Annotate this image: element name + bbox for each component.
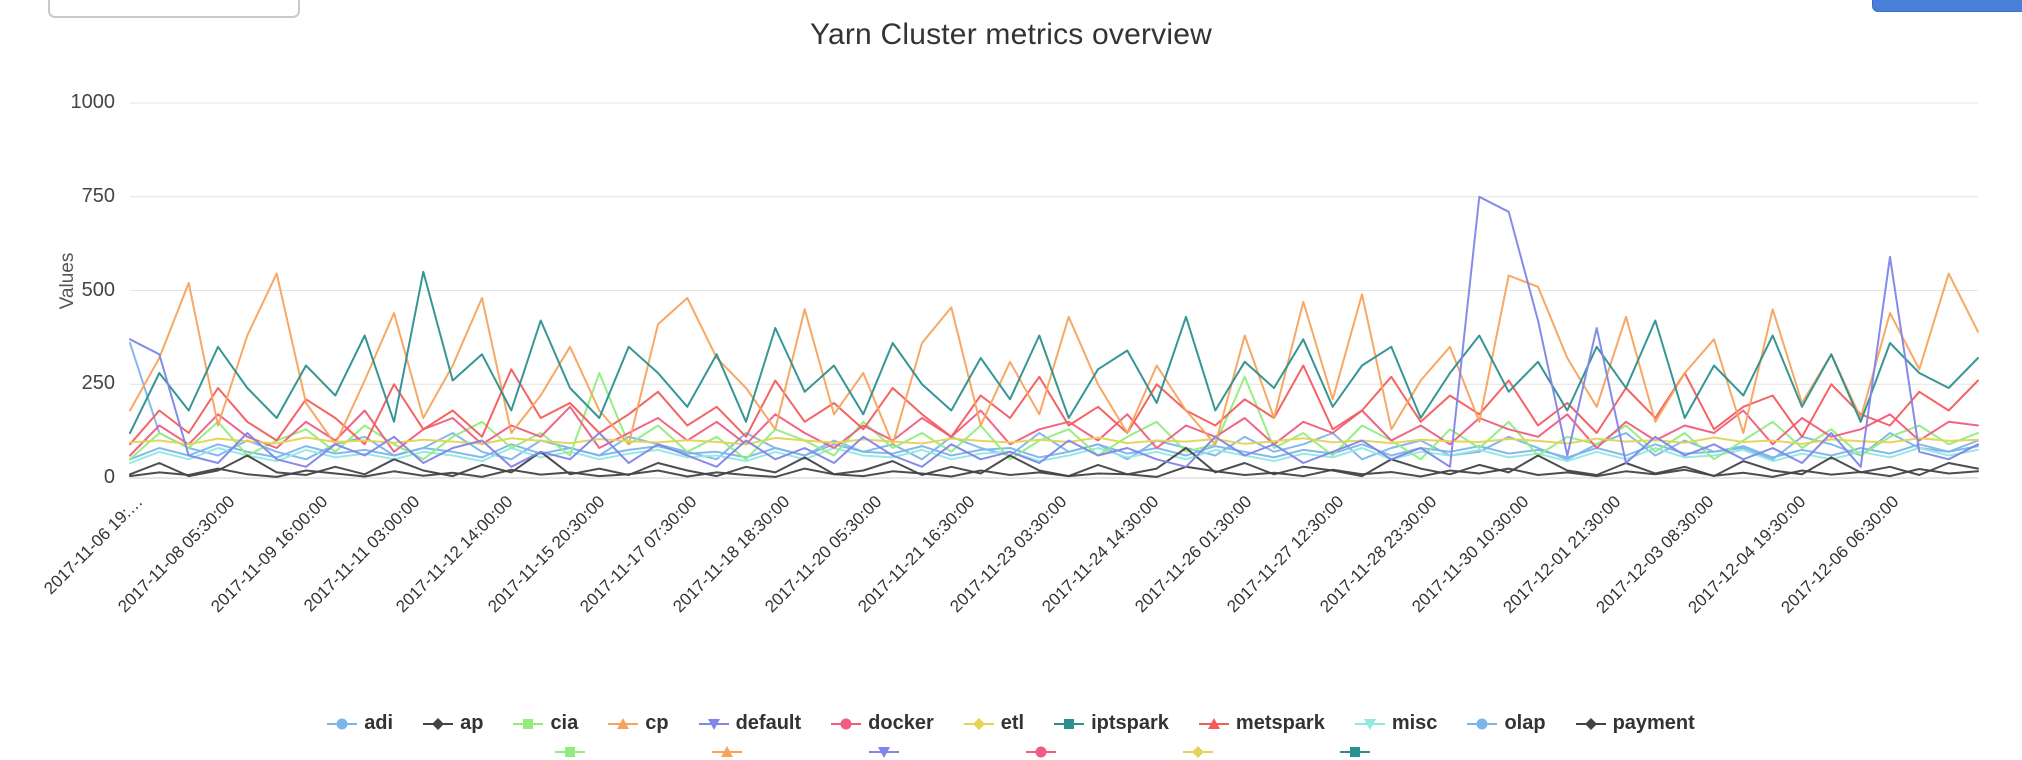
adi-legend-marker-icon (327, 718, 358, 729)
series-line-cia (129, 372, 1979, 461)
legend-label: payment (1612, 712, 1695, 734)
legend-item-iptspark[interactable]: iptspark (1054, 712, 1169, 735)
extra-legend-marker-icon (712, 746, 742, 757)
olap-legend-marker-icon (1467, 718, 1498, 729)
primary-button[interactable] (1872, 0, 2022, 12)
extra-legend-marker-icon (555, 747, 585, 757)
legend-label: etl (1000, 712, 1025, 734)
y-tick-label: 0 (103, 466, 115, 488)
legend-item-extra-0[interactable] (555, 744, 682, 760)
extra-legend-marker-icon (1183, 746, 1213, 758)
chart-legend: adi ap cia cp default docker etl iptspark metspa… (0, 712, 2022, 735)
legend-item-default[interactable]: default (698, 712, 802, 735)
default-legend-marker-icon (698, 718, 729, 730)
series-line-iptspark (129, 270, 1979, 434)
y-tick-label: 1000 (70, 91, 116, 113)
docker-legend-marker-icon (831, 718, 862, 729)
legend-label: cia (550, 712, 579, 734)
legend-label: default (735, 712, 802, 734)
cp-legend-marker-icon (608, 717, 639, 729)
legend-item-extra-2[interactable] (869, 744, 996, 760)
iptspark-legend-marker-icon (1054, 718, 1085, 729)
legend-item-payment[interactable]: payment (1575, 712, 1695, 735)
legend-item-olap[interactable]: olap (1467, 712, 1546, 735)
legend-item-metspark[interactable]: metspark (1198, 712, 1325, 735)
legend-item-extra-4[interactable] (1183, 744, 1310, 760)
legend-label: misc (1391, 712, 1438, 734)
extra-legend-marker-icon (869, 747, 899, 758)
series-line-default (129, 195, 1979, 468)
extra-legend-marker-icon (1026, 746, 1056, 758)
legend-item-docker[interactable]: docker (831, 712, 934, 735)
legend-item-cia[interactable]: cia (513, 712, 578, 735)
legend-label: ap (460, 712, 484, 734)
legend-label: cp (645, 712, 669, 734)
series-line-ap (129, 447, 1979, 478)
chart-legend-row-2 (0, 744, 2022, 760)
legend-label: olap (1504, 712, 1546, 734)
payment-legend-marker-icon (1575, 717, 1606, 730)
series-line-misc (129, 447, 1979, 464)
ap-legend-marker-icon (423, 717, 454, 730)
series-line-docker (129, 405, 1979, 457)
legend-item-misc[interactable]: misc (1354, 712, 1438, 735)
y-tick-label: 250 (81, 372, 115, 395)
chart-title: Yarn Cluster metrics overview (809, 18, 1212, 51)
cia-legend-marker-icon (513, 718, 544, 729)
legend-item-adi[interactable]: adi (327, 712, 393, 735)
etl-legend-marker-icon (963, 717, 994, 730)
legend-label: docker (868, 712, 934, 734)
legend-item-ap[interactable]: ap (423, 712, 483, 735)
legend-item-extra-5[interactable] (1340, 744, 1467, 760)
legend-label: iptspark (1091, 712, 1169, 734)
legend-item-extra-1[interactable] (712, 744, 839, 760)
metspark-legend-marker-icon (1198, 717, 1229, 729)
series-line-etl (129, 436, 1979, 446)
filter-input[interactable] (48, 0, 300, 18)
y-tick-label: 750 (81, 184, 115, 207)
legend-label: adi (364, 712, 394, 734)
legend-item-cp[interactable]: cp (608, 712, 669, 735)
series-line-olap (129, 443, 1979, 461)
misc-legend-marker-icon (1354, 718, 1385, 730)
y-tick-label: 500 (81, 278, 115, 301)
legend-item-extra-3[interactable] (1026, 744, 1153, 760)
legend-label: metspark (1235, 712, 1325, 734)
extra-legend-marker-icon (1340, 747, 1370, 757)
series-line-cp (129, 272, 1979, 446)
legend-item-etl[interactable]: etl (963, 712, 1025, 735)
